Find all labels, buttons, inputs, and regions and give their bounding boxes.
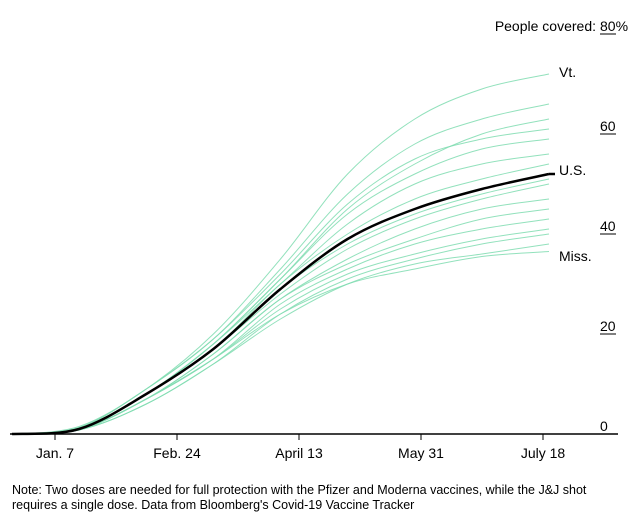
y-tick-label: 20 [600,318,616,334]
y-tick-label: 60 [600,118,616,134]
x-tick-label: May 31 [398,445,444,461]
label-us: U.S. [559,162,586,178]
state-line-5 [11,138,550,435]
x-tick-group: Jan. 7 Feb. 24 April 13 May 31 July 18 [36,434,565,461]
state-line-3 [11,103,550,435]
y-tick-label: 80% [600,18,628,34]
state-line-14 [11,243,550,435]
chart-note: Note: Two doses are needed for full prot… [12,483,587,512]
state-line-9 [11,198,550,435]
label-miss: Miss. [559,248,592,264]
x-tick-label: July 18 [521,445,566,461]
y-tick-label: 40 [600,218,616,234]
state-line-13 [11,233,550,435]
y-axis-title: People covered: [495,18,596,34]
state-line-11 [11,218,550,435]
y-tick-label: 0 [600,418,608,434]
state-line-10 [11,208,550,435]
us-line [11,172,550,436]
vaccination-chart: Jan. 7 Feb. 24 April 13 May 31 July 18 0 20 40… [10,18,628,461]
y-tick-group: 0 20 40 60 80% [600,18,628,434]
state-line-12 [11,228,550,435]
x-tick-label: April 13 [275,445,323,461]
label-vt: Vt. [559,64,576,80]
x-tick-label: Jan. 7 [36,445,74,461]
state-lines [11,73,550,435]
state-line-4 [11,128,550,435]
state-line-15 [11,118,550,435]
state-line-0 [11,73,550,435]
state-line-16 [11,178,550,435]
us-line-group [11,172,555,436]
x-tick-label: Feb. 24 [153,445,201,461]
